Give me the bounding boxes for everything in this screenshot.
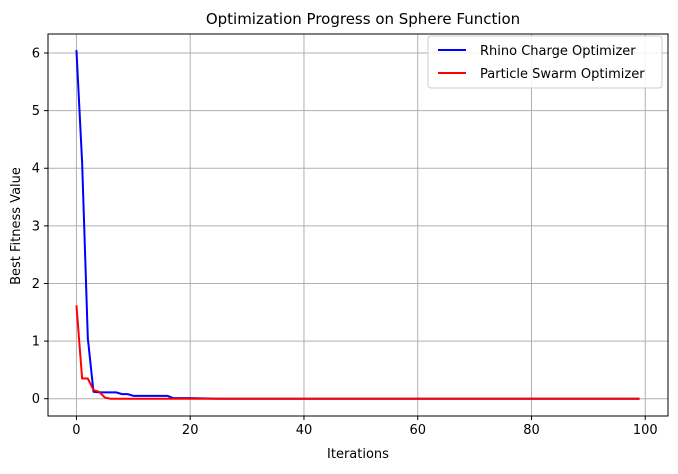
- x-tick-label: 40: [296, 423, 313, 438]
- legend: Rhino Charge Optimizer Particle Swarm Op…: [427, 35, 663, 89]
- legend-box: [427, 35, 663, 89]
- y-tick-label: 4: [32, 162, 40, 177]
- legend-label-rhino-charge: Rhino Charge Optimizer: [480, 44, 636, 59]
- series-line-particle-swarm-optimizer: [75, 305, 640, 400]
- legend-label-particle-swarm: Particle Swarm Optimizer: [480, 67, 645, 82]
- axis-ticks: 0 20 40 60 80 100 0 1 2 3 4 5 6: [32, 47, 658, 438]
- y-tick-label: 5: [32, 104, 40, 119]
- x-tick-label: 100: [633, 423, 658, 438]
- y-axis-label: Best Fitness Value: [9, 167, 24, 285]
- series-lines: [75, 50, 640, 400]
- x-tick-label: 80: [523, 423, 540, 438]
- y-tick-label: 3: [32, 219, 40, 234]
- x-tick-label: 20: [182, 423, 199, 438]
- x-axis-label: Iterations: [327, 447, 389, 462]
- y-tick-label: 2: [32, 277, 40, 292]
- chart-title: Optimization Progress on Sphere Function: [206, 10, 520, 28]
- x-tick-label: 60: [409, 423, 426, 438]
- plot-frame: [47, 33, 669, 417]
- y-tick-label: 1: [32, 335, 40, 350]
- x-tick-label: 0: [72, 423, 80, 438]
- y-tick-label: 6: [32, 47, 40, 62]
- y-tick-label: 0: [32, 392, 40, 407]
